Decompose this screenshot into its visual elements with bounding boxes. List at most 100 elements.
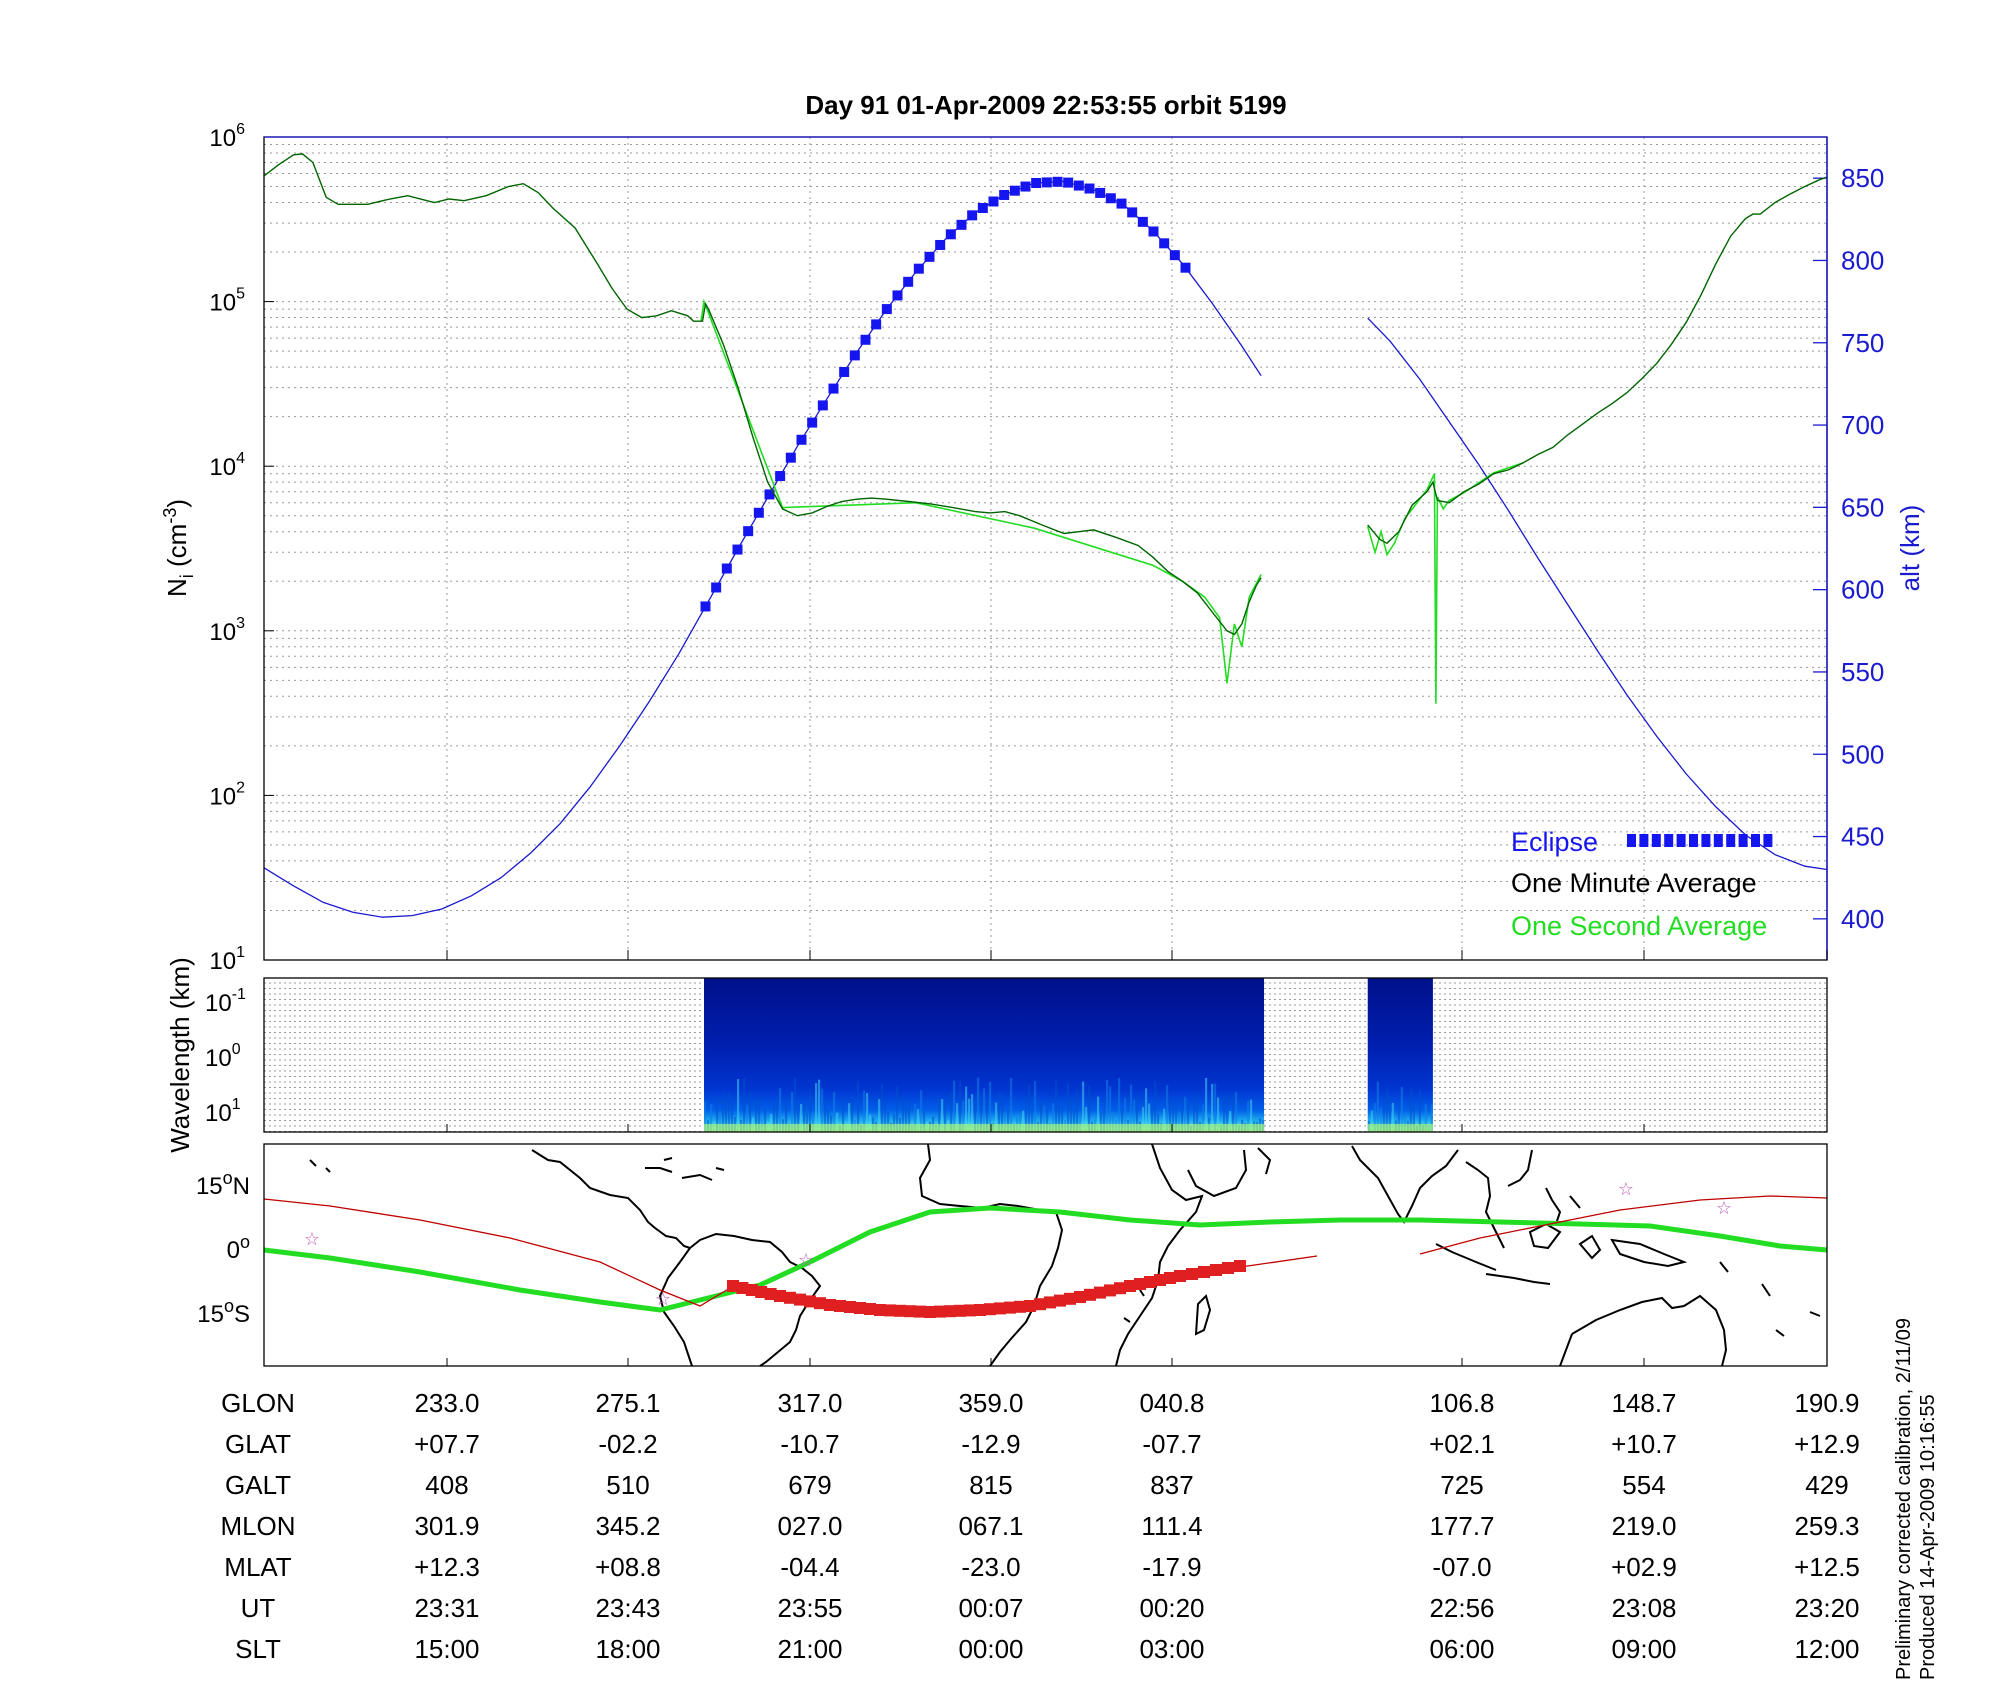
- spectrogram-column: [863, 1090, 866, 1132]
- eclipse-marker: [956, 219, 967, 230]
- table-cell: +12.9: [1794, 1429, 1860, 1459]
- spectrogram-column: [1124, 1098, 1127, 1132]
- map-lat-tick-label: 15oS: [197, 1296, 250, 1328]
- ephemeris-table: GLON GLAT GALT MLON MLAT UT SLT 233.0 +07.7 408 30…: [220, 1388, 1859, 1664]
- eclipse-marker: [796, 434, 807, 445]
- eclipse-track-marker: [914, 1305, 926, 1318]
- density-panel: 101 102 103 104 105 106 850 800 750 700 650 600 550 5…: [160, 121, 1925, 975]
- spectrogram-column: [1175, 1101, 1178, 1132]
- spectrogram-column: [710, 1103, 713, 1132]
- star-marker-icon: ☆: [1716, 1198, 1732, 1219]
- spectrogram-column: [1376, 1081, 1379, 1132]
- spectrogram-column: [791, 1091, 794, 1132]
- spectrogram-column: [1169, 1098, 1172, 1132]
- eclipse-marker: [828, 383, 839, 394]
- density-plot-area: [264, 137, 1827, 960]
- spectrogram-column: [989, 1081, 992, 1132]
- table-cell: 317.0: [777, 1388, 842, 1418]
- eclipse-track-marker: [1124, 1280, 1136, 1292]
- coastline-arabia: [1187, 1147, 1272, 1198]
- produced-note: Produced 14-Apr-2009 10:16:55: [1917, 1394, 1939, 1680]
- eclipse-marker: [999, 189, 1010, 200]
- spectrogram-column: [998, 1093, 1001, 1132]
- spectrogram-column: [986, 1100, 989, 1132]
- y-right-tick-label: 800: [1841, 245, 1884, 275]
- spectrogram-column: [884, 1101, 887, 1132]
- coastline-central-america: [531, 1149, 691, 1249]
- legend-swatch-square: [1627, 834, 1636, 847]
- spectrogram-column: [809, 1088, 812, 1132]
- map-frame: [263, 1143, 1828, 1367]
- eclipse-track-marker: [1174, 1270, 1186, 1282]
- table-row-label: GLAT: [225, 1429, 291, 1459]
- spectrogram-column: [1214, 1083, 1217, 1132]
- eclipse-marker: [1159, 238, 1170, 249]
- eclipse-track-marker: [944, 1305, 956, 1318]
- map-lat-tick-label: 0o: [227, 1232, 250, 1264]
- legend-swatch-square: [1701, 834, 1711, 847]
- eclipse-marker: [892, 290, 903, 301]
- spectrogram-column: [881, 1083, 884, 1132]
- eclipse-track-marker: [1234, 1260, 1246, 1272]
- table-row-label: MLAT: [224, 1552, 292, 1582]
- spectrogram-column: [1118, 1077, 1121, 1132]
- eclipse-track-marker: [894, 1304, 906, 1317]
- eclipse-track-marker: [727, 1280, 739, 1292]
- table-cell: 177.7: [1429, 1511, 1494, 1541]
- table-cell: 233.0: [414, 1388, 479, 1418]
- magnetic-equator: [263, 1205, 1828, 1313]
- spectrogram-column: [1178, 1113, 1181, 1132]
- spectrogram-data: [704, 978, 1433, 1132]
- spectrogram-column: [728, 1092, 731, 1132]
- eclipse-track-marker: [1024, 1300, 1036, 1312]
- spectrogram-panel: 10-1 100 101 Wavelength (km): [165, 957, 1828, 1153]
- eclipse-track-marker: [1004, 1301, 1016, 1314]
- legend-swatch-square: [1763, 834, 1773, 847]
- spectrogram-column: [1226, 1094, 1229, 1132]
- spectrogram-column: [1151, 1103, 1154, 1132]
- table-cell: +02.9: [1611, 1552, 1677, 1582]
- spectrogram-column: [1034, 1081, 1037, 1132]
- eclipse-marker: [839, 366, 850, 377]
- spectrogram-column: [1007, 1110, 1010, 1132]
- table-cell: 679: [788, 1470, 831, 1500]
- calibration-note: Preliminary corrected calibration, 2/11/…: [1893, 1318, 1915, 1680]
- spectrogram-column: [1082, 1081, 1085, 1132]
- eclipse-track-marker: [736, 1282, 749, 1294]
- spectrogram-column: [1187, 1101, 1190, 1132]
- spectrogram-column: [812, 1112, 815, 1132]
- coastline-madagascar: [1194, 1294, 1212, 1336]
- table-cell: 027.0: [777, 1511, 842, 1541]
- eclipse-track-marker: [904, 1305, 916, 1318]
- spectrogram-column: [806, 1112, 809, 1132]
- eclipse-marker: [807, 417, 818, 428]
- spectrogram-column: [842, 1096, 845, 1132]
- spectrogram-tick-label: 100: [205, 1041, 241, 1072]
- spectrogram-column: [1373, 1102, 1376, 1132]
- spectrogram-column: [1400, 1086, 1403, 1132]
- spectrogram-column: [962, 1101, 965, 1132]
- table-cell: 00:00: [958, 1634, 1023, 1664]
- spectrogram-column: [1223, 1095, 1226, 1132]
- table-cell: 111.4: [1141, 1511, 1202, 1541]
- table-cell: +10.7: [1611, 1429, 1677, 1459]
- spectrogram-column: [1004, 1115, 1007, 1132]
- table-cell: 21:00: [777, 1634, 842, 1664]
- spectrogram-column: [1148, 1103, 1151, 1132]
- eclipse-track-marker: [994, 1302, 1006, 1315]
- spectrogram-column: [965, 1086, 968, 1132]
- legend-swatch-square: [1689, 834, 1698, 847]
- table-cell: 00:07: [958, 1593, 1023, 1623]
- spectrogram-column: [1403, 1115, 1406, 1132]
- eclipse-marker: [945, 229, 956, 240]
- table-cell: 837: [1150, 1470, 1193, 1500]
- table-cell: +12.5: [1794, 1552, 1860, 1582]
- eclipse-marker: [871, 319, 882, 330]
- map-plot-area: [264, 1144, 1827, 1366]
- table-cell: -12.9: [961, 1429, 1020, 1459]
- eclipse-marker: [1052, 176, 1063, 187]
- spectrogram-column: [815, 1083, 818, 1132]
- table-cell: 18:00: [595, 1634, 660, 1664]
- y-axis-label-left: Ni (cm-3): [160, 499, 197, 597]
- spectrogram-column: [977, 1077, 980, 1132]
